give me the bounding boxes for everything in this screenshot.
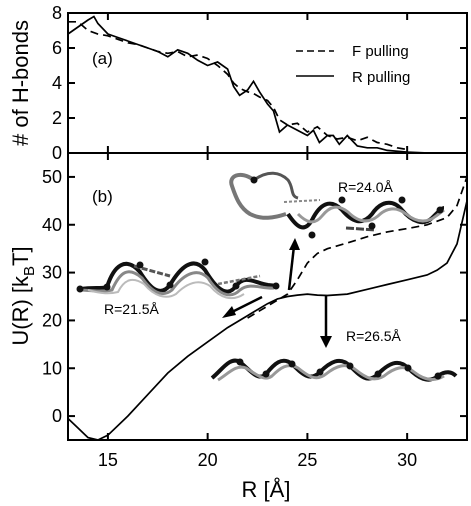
panel-b-label: (b) bbox=[92, 187, 113, 206]
snapshot-24-0-loop-dark bbox=[253, 171, 299, 200]
snapshot-26-5-bead bbox=[374, 370, 382, 378]
x-tick-label: 25 bbox=[297, 450, 317, 470]
panel-a-label: (a) bbox=[92, 49, 113, 68]
conformation-snapshot-24-0 bbox=[229, 171, 445, 239]
annotation-r-26-5: R=26.5Å bbox=[346, 328, 402, 344]
legend: F pulling R pulling bbox=[296, 43, 410, 86]
snapshot-21-5-bead bbox=[136, 261, 144, 269]
legend-label-f-pulling: F pulling bbox=[352, 43, 409, 60]
panel-b-ticks: 0 10 20 30 40 50 15 20 25 30 bbox=[42, 153, 467, 470]
snapshot-24-0-bead bbox=[338, 196, 346, 204]
panel-a-y-tick-label: 6 bbox=[52, 38, 62, 58]
arrow-26-5-head bbox=[320, 336, 332, 348]
snapshot-26-5-bead bbox=[262, 370, 270, 378]
panel-a-y-tick-label: 4 bbox=[52, 73, 62, 93]
panel-b-series-r-pulling bbox=[67, 200, 468, 441]
legend-label-r-pulling: R pulling bbox=[352, 69, 410, 86]
panel-a-y-tick-label: 0 bbox=[52, 143, 62, 163]
panel-a-y-tick-label: 8 bbox=[52, 3, 62, 23]
snapshot-26-5-bead bbox=[434, 372, 442, 380]
panel-b-frame bbox=[67, 152, 468, 441]
conformation-snapshot-26-5 bbox=[210, 358, 458, 382]
snapshot-24-0-strand bbox=[345, 226, 377, 232]
y-axis-label-b-main: U(R) [k bbox=[8, 275, 33, 346]
snapshot-24-0-strand-2 bbox=[283, 199, 321, 203]
snapshot-21-5-bead bbox=[272, 282, 280, 290]
conformation-snapshot-21-5 bbox=[76, 258, 280, 300]
y-axis-label-b-end: T] bbox=[8, 246, 33, 266]
y-axis-label-b: U(R) [kBT] bbox=[8, 246, 38, 345]
snapshot-21-5-strand bbox=[133, 264, 171, 278]
panel-a-y-tick-label: 2 bbox=[52, 108, 62, 128]
snapshot-24-0-chain-dark bbox=[286, 200, 445, 230]
snapshot-21-5-bead bbox=[166, 281, 174, 289]
arrow-21-5-head bbox=[222, 306, 236, 318]
snapshot-21-5-bead bbox=[76, 285, 84, 293]
panel-a-series bbox=[67, 15, 447, 154]
arrow-24-0-head bbox=[289, 238, 300, 250]
snapshot-24-0-chain-gray bbox=[296, 205, 445, 224]
snapshot-26-5-bead bbox=[236, 358, 244, 366]
panel-b-y-tick-label: 40 bbox=[42, 215, 62, 235]
snapshot-24-0-bead bbox=[368, 222, 376, 230]
x-tick-label: 20 bbox=[198, 450, 218, 470]
panel-a-y-ticks: 0 2 4 6 8 bbox=[52, 3, 467, 163]
panel-b-y-tick-label: 20 bbox=[42, 310, 62, 330]
panel-b-y-tick-label: 0 bbox=[52, 406, 62, 426]
panel-b-y-tick-label: 30 bbox=[42, 263, 62, 283]
snapshot-24-0-loop-gray bbox=[229, 172, 287, 220]
panel-b-y-tick-label: 50 bbox=[42, 167, 62, 187]
snapshot-26-5-bead bbox=[288, 360, 296, 368]
y-axis-label-a: # of H-bonds bbox=[8, 20, 33, 146]
snapshot-24-0-bead bbox=[250, 176, 258, 184]
panel-b-y-tick-label: 10 bbox=[42, 358, 62, 378]
panel-b-series-f-pulling bbox=[247, 176, 468, 319]
x-tick-label: 15 bbox=[98, 450, 118, 470]
x-axis-label: R [Å] bbox=[242, 477, 291, 502]
snapshot-21-5-bead bbox=[232, 282, 240, 290]
snapshot-21-5-chain-gray bbox=[81, 270, 275, 297]
snapshot-26-5-bead bbox=[316, 368, 324, 376]
snapshot-24-0-bead bbox=[436, 206, 444, 214]
snapshot-24-0-bead bbox=[398, 196, 406, 204]
panel-a-series-r-pulling bbox=[67, 15, 447, 154]
snapshot-21-5-chain-light bbox=[87, 278, 245, 300]
x-tick-label: 30 bbox=[397, 450, 417, 470]
snapshot-21-5-bead bbox=[201, 258, 209, 266]
annotation-r-24-0: R=24.0Å bbox=[338, 179, 394, 195]
snapshot-24-0-bead bbox=[308, 231, 316, 239]
snapshot-21-5-strand-2 bbox=[217, 274, 261, 286]
panel-a-series-f-pulling bbox=[68, 20, 408, 151]
annotation-r-21-5: R=21.5Å bbox=[104, 301, 160, 317]
y-axis-label-b-subscript: B bbox=[21, 266, 38, 276]
snapshot-26-5-bead bbox=[346, 362, 354, 370]
snapshot-21-5-bead bbox=[103, 283, 111, 291]
arrow-24-0-shaft bbox=[287, 245, 296, 291]
panel-b-series bbox=[67, 176, 468, 441]
snapshot-26-5-bead bbox=[404, 364, 412, 372]
